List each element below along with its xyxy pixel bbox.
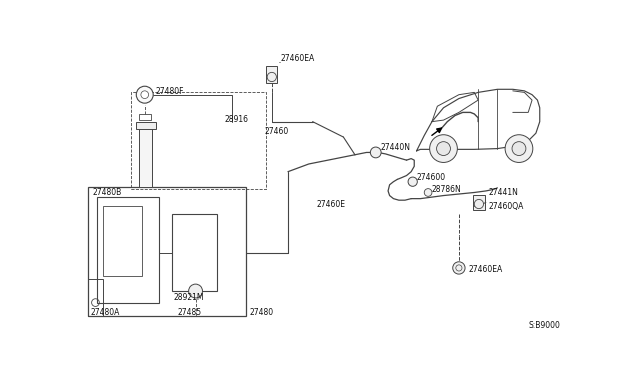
Bar — [139, 124, 152, 187]
Text: 27485: 27485 — [178, 308, 202, 317]
Circle shape — [136, 86, 153, 103]
Circle shape — [424, 189, 432, 196]
Bar — [136, 122, 156, 129]
Circle shape — [474, 199, 484, 209]
Bar — [473, 195, 485, 210]
Bar — [131, 92, 266, 189]
Text: S:B9000: S:B9000 — [528, 321, 560, 330]
Circle shape — [436, 142, 451, 155]
Text: 27480F: 27480F — [156, 87, 184, 96]
Bar — [97, 197, 159, 303]
Bar — [88, 279, 103, 317]
Circle shape — [371, 147, 381, 158]
Circle shape — [141, 91, 148, 99]
Text: 274600: 274600 — [417, 173, 445, 182]
Text: 28921M: 28921M — [174, 293, 205, 302]
Text: 27460E: 27460E — [316, 200, 346, 209]
Circle shape — [452, 262, 465, 274]
Circle shape — [429, 135, 458, 163]
Text: 27480: 27480 — [250, 308, 273, 317]
Circle shape — [189, 284, 202, 298]
Text: 27440N: 27440N — [380, 142, 410, 151]
Circle shape — [505, 135, 533, 163]
Circle shape — [512, 142, 526, 155]
Circle shape — [408, 177, 417, 186]
Text: 27480A: 27480A — [91, 308, 120, 317]
Bar — [103, 206, 141, 276]
Bar — [266, 66, 277, 83]
Text: 27460EA: 27460EA — [280, 54, 314, 63]
Text: 27460: 27460 — [265, 127, 289, 136]
Bar — [88, 187, 246, 317]
Text: 27460QA: 27460QA — [488, 202, 524, 211]
Text: 27480B: 27480B — [92, 188, 122, 197]
Circle shape — [267, 73, 276, 81]
Text: 27460EA: 27460EA — [468, 265, 502, 274]
Text: 28916: 28916 — [224, 115, 248, 124]
Bar — [172, 214, 217, 291]
Bar — [139, 114, 151, 120]
Text: 28786N: 28786N — [432, 185, 461, 194]
Text: 27441N: 27441N — [488, 188, 518, 197]
